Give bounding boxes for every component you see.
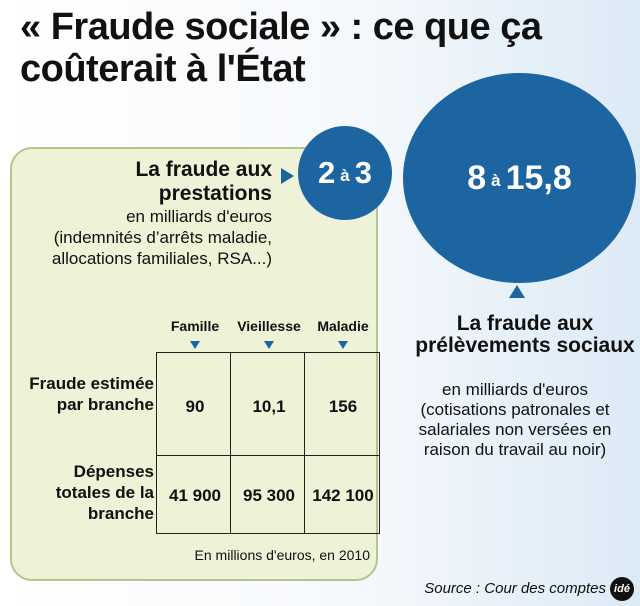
column-header-maladie: Maladie [317,318,369,334]
table-cell: 95 300 [243,486,295,505]
prelevements-circle: 8 à 15,8 [403,73,636,283]
prestations-heading: La fraude aux prestations [135,158,272,205]
table-cell: 41 900 [169,486,221,505]
arrow-up-icon [509,285,525,298]
source-credit: Source : Cour des comptes [424,580,606,597]
arrow-down-icon [264,341,274,349]
page-title: « Fraude sociale » : ce que ça coûterait… [20,6,542,90]
row-label-fraude: Fraude estimée par branche [29,374,154,414]
prestations-max: 3 [354,155,372,190]
table-cell: 142 100 [312,486,374,505]
table-cell: 156 [328,397,358,416]
prestations-min: 2 [318,155,336,190]
publisher-logo: idé [610,577,634,601]
prestations-unit: en milliards d'euros [126,207,272,226]
prelevements-min: 8 [467,158,487,197]
prelevements-detail: (cotisations patronales et salariales no… [418,400,612,459]
prelevements-max: 15,8 [505,158,572,197]
prestations-circle: 2 à 3 [298,126,392,220]
prestations-subtitle: en milliards d'euros (indemnités d’arrêt… [20,206,272,269]
prestations-detail: (indemnités d’arrêts maladie, allocation… [51,228,272,268]
arrow-down-icon [190,341,200,349]
prestations-panel [10,147,378,581]
table-cell: 10,1 [252,397,286,416]
prelevements-subtitle: en milliards d'euros (cotisations patron… [395,380,635,460]
column-header-famille: Famille [170,318,220,334]
table-cell: 90 [185,397,205,416]
prelevements-connector: à [491,171,501,190]
table-divider [156,455,380,456]
table-note: En millions d'euros, en 2010 [194,547,370,563]
arrow-right-icon [281,168,294,184]
prestations-connector: à [340,166,350,185]
prelevements-unit: en milliards d'euros [442,380,588,399]
table-grid [156,352,380,534]
column-header-vieillesse: Vieillesse [237,318,301,334]
table-divider [230,352,231,534]
prelevements-heading: La fraude aux prélèvements sociaux [415,312,635,357]
row-label-depenses: Dépenses totales de la branche [55,462,154,523]
arrow-down-icon [338,341,348,349]
table-divider [304,352,305,534]
